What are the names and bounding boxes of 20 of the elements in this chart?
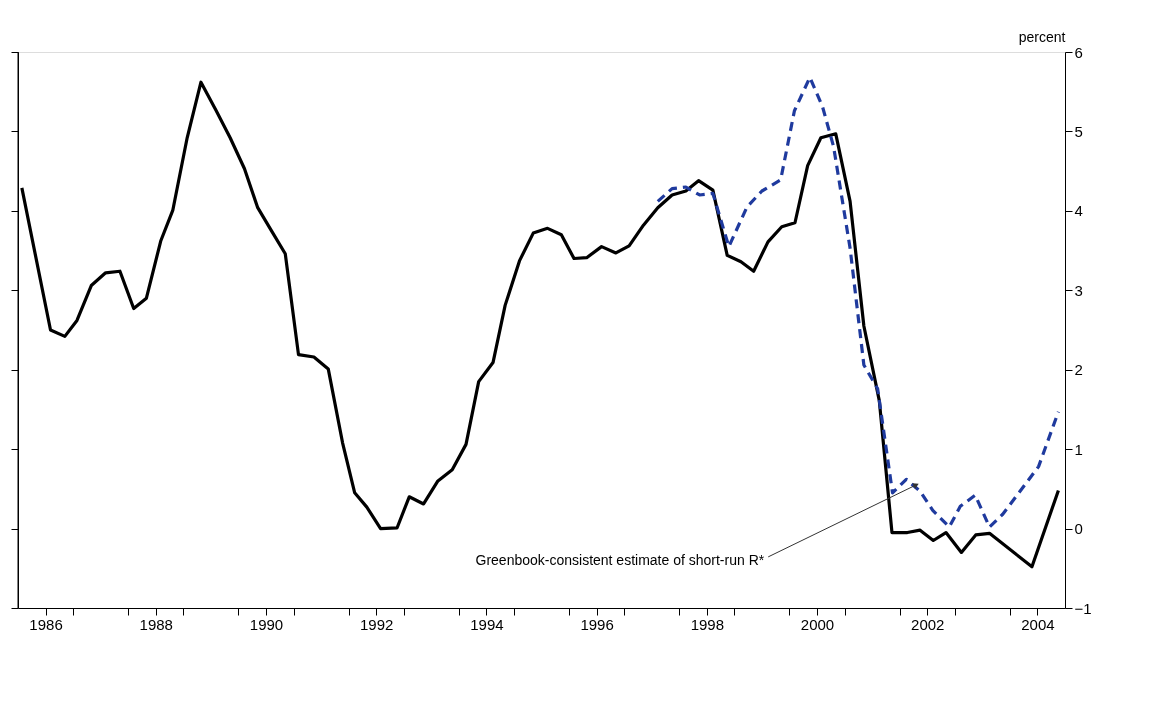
x-tick-label: 1986 — [29, 615, 63, 633]
y-tick-label: 4 — [1074, 202, 1083, 220]
x-tick-label: 1990 — [249, 615, 284, 633]
x-tick-label: 2004 — [1021, 615, 1055, 633]
y-tick-label: 2 — [1074, 361, 1083, 379]
x-tick-label: 1996 — [580, 615, 614, 633]
y-tick-label: 6 — [1074, 43, 1083, 61]
x-tick-label: 2000 — [800, 615, 835, 633]
x-tick-label: 1994 — [470, 615, 504, 633]
y-tick-label: 1 — [1074, 440, 1083, 458]
x-tick-label: 1992 — [360, 615, 394, 633]
y-tick-label: 3 — [1074, 281, 1083, 299]
y-tick-label: −1 — [1074, 599, 1092, 617]
y-tick-label: 5 — [1074, 122, 1083, 140]
x-tick-label: 1998 — [690, 615, 724, 633]
x-tick-label: 2002 — [911, 615, 945, 633]
y-tick-label: 0 — [1074, 520, 1083, 538]
annotation: Greenbook-consistent estimate of short-run R* — [475, 551, 765, 568]
x-tick-label: 1988 — [139, 615, 173, 633]
y-axis-title: percent — [1018, 28, 1066, 45]
